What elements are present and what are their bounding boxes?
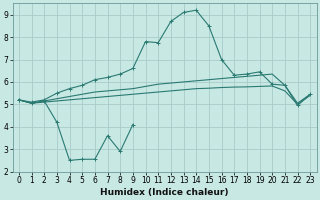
X-axis label: Humidex (Indice chaleur): Humidex (Indice chaleur) <box>100 188 229 197</box>
